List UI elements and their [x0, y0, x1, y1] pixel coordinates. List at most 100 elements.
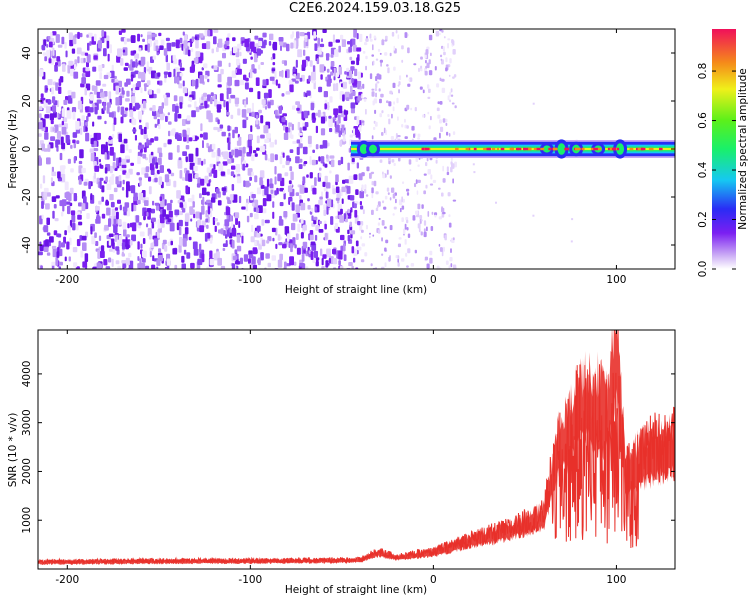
- spectrogram-cell: [111, 174, 115, 177]
- spectrogram-cell: [104, 152, 107, 160]
- spectrogram-cell: [166, 42, 172, 52]
- spectrogram-cell: [194, 36, 198, 40]
- spectrogram-cell: [251, 256, 256, 265]
- spectrogram-cell: [137, 241, 140, 250]
- spectrogram-cell: [76, 239, 81, 247]
- spectrogram-cell: [158, 255, 164, 262]
- spectrogram-cell: [55, 82, 59, 91]
- spectrogram-cell: [61, 126, 67, 135]
- spectrogram-cell: [57, 44, 63, 48]
- spectrogram-cell: [311, 71, 316, 81]
- spectrogram-cell: [158, 152, 163, 158]
- spectrogram-cell: [292, 140, 297, 144]
- spectrogram-cell: [40, 265, 43, 269]
- spectrogram-cell: [324, 99, 328, 105]
- spectrogram-cell: [256, 147, 260, 151]
- spectrogram-cell: [359, 33, 363, 42]
- spectrogram-cell: [216, 222, 220, 226]
- spectrogram-cell: [158, 106, 163, 114]
- spectrogram-cell: [266, 178, 270, 187]
- spectrogram-cell: [427, 84, 430, 89]
- spectrogram-cell: [159, 196, 163, 201]
- signal-band-bulge: [557, 143, 566, 155]
- spectrogram-cell: [322, 29, 327, 33]
- spectrogram-cell: [442, 211, 446, 215]
- spectrogram-cell: [137, 151, 143, 157]
- spectrogram-cell: [330, 216, 334, 225]
- spectrogram-cell: [69, 237, 72, 246]
- spectrogram-cell: [260, 134, 265, 139]
- spectrogram-cell: [338, 66, 342, 75]
- spectrogram-cell: [206, 167, 211, 173]
- spectrogram-cell: [204, 30, 208, 37]
- spectrogram-cell: [144, 44, 148, 51]
- spectrogram-cell: [315, 125, 318, 134]
- spectrogram-cell: [223, 99, 226, 108]
- spectrogram-cell: [232, 255, 238, 260]
- spectrogram-cell: [441, 45, 444, 49]
- signal-band-bulge: [359, 143, 368, 155]
- spectrogram-cell: [322, 162, 325, 167]
- spectrogram-cell: [271, 227, 276, 233]
- spectrogram-cell: [440, 126, 444, 132]
- spectrogram-cell: [420, 219, 423, 222]
- spectrogram-cell: [264, 186, 269, 196]
- spectrogram-cell: [70, 210, 76, 216]
- spectrogram-cell: [115, 260, 120, 265]
- spectrogram-cell: [120, 58, 124, 66]
- spectrogram-cell: [284, 172, 289, 177]
- spectrogram-cell: [38, 122, 43, 130]
- spectrogram-cell: [447, 38, 451, 41]
- spectrogram-cell: [98, 65, 103, 72]
- spectrogram-cell: [282, 243, 287, 249]
- spectrogram-cell: [365, 65, 367, 71]
- spectrogram-cell: [203, 92, 207, 97]
- spectrogram-cell: [87, 113, 91, 117]
- spectrogram-cell: [154, 202, 160, 206]
- spectrogram-cell: [389, 225, 393, 231]
- spectrogram-cell: [179, 67, 185, 71]
- spectrogram-cell: [288, 80, 293, 85]
- spectrogram-cell: [293, 73, 297, 77]
- spectrogram-cell: [82, 261, 88, 268]
- spectrogram-cell: [145, 166, 150, 173]
- spectrogram-cell: [381, 132, 384, 136]
- spectrogram-cell: [140, 243, 143, 249]
- spectrogram-cell: [196, 183, 201, 188]
- spectrogram-cell: [168, 169, 172, 174]
- spectrogram-cell: [40, 183, 43, 189]
- spectrogram-cell: [181, 255, 185, 263]
- spectrogram-cell: [302, 146, 308, 155]
- spectrogram-cell: [353, 257, 356, 263]
- spectrogram-cell: [249, 69, 253, 79]
- signal-hotspot: [492, 147, 496, 151]
- spectrogram-cell: [355, 240, 359, 247]
- spectrogram-cell: [256, 125, 260, 130]
- spectrogram-cell: [443, 246, 445, 252]
- spectrogram-cell: [251, 154, 255, 162]
- spectrogram-cell: [448, 133, 451, 137]
- spectrogram-cell: [109, 165, 113, 174]
- spectrogram-cell: [381, 110, 384, 114]
- spectrogram-cell: [321, 258, 324, 266]
- spectrogram-cell: [354, 209, 358, 218]
- spectrogram-cell: [206, 94, 211, 102]
- spectrogram-cell: [341, 140, 347, 144]
- spectrogram-cell: [309, 233, 314, 241]
- spectrogram-cell: [353, 174, 358, 180]
- spectrogram-cell: [293, 40, 297, 49]
- spectrogram-cell: [234, 126, 238, 134]
- spectrogram-cell: [295, 59, 298, 68]
- spectrogram-cell: [370, 263, 373, 267]
- spectrogram-cell: [125, 172, 130, 179]
- spectrogram-cell: [179, 202, 183, 208]
- spectrogram-cell: [108, 233, 114, 237]
- spectrogram-cell: [216, 104, 222, 110]
- spectrogram-cell: [71, 107, 77, 113]
- spectrogram-cell: [190, 262, 195, 269]
- spectrogram-cell: [349, 56, 353, 61]
- spectrogram-cell: [317, 47, 322, 55]
- spectrogram-cell: [410, 263, 415, 267]
- colorbar-tick-label: 0.8: [697, 63, 709, 80]
- spectrogram-cell: [336, 200, 340, 204]
